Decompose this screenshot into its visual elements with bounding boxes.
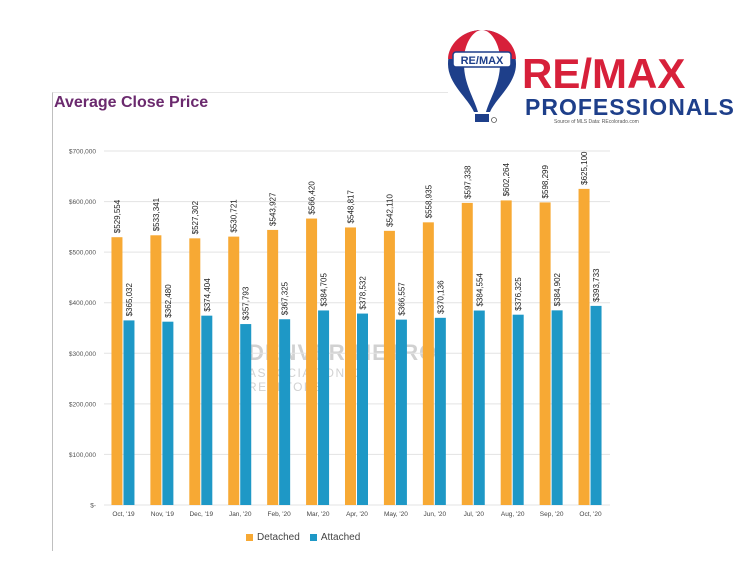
x-tick-label: Sep, '20 <box>540 511 564 518</box>
data-label-detached: $598,299 <box>541 165 550 199</box>
bar-attached <box>512 314 524 505</box>
bar-attached <box>201 315 213 505</box>
balloon-label: RE/MAX <box>461 55 504 67</box>
x-tick-label: Aug, '20 <box>501 511 525 518</box>
legend-swatch-detached <box>246 533 253 541</box>
bar-detached <box>150 235 162 505</box>
legend-swatch-attached <box>309 533 317 541</box>
bar-attached <box>318 310 330 505</box>
y-tick-label: $100,000 <box>69 452 96 459</box>
data-label-attached: $384,554 <box>475 273 484 307</box>
balloon-icon: RE/MAX <box>448 30 516 123</box>
remax-logo: RE/MAX RE/MAX PROFESSIONALS Source of ML… <box>444 26 734 130</box>
bar-attached <box>162 321 174 505</box>
logo-wordmark: RE/MAX <box>522 50 686 97</box>
x-tick-label: Oct, '20 <box>579 511 602 518</box>
y-tick-label: $700,000 <box>69 149 96 156</box>
bar-attached <box>357 313 368 505</box>
bar-attached <box>279 319 291 505</box>
x-tick-label: Jul, '20 <box>464 511 485 518</box>
y-tick-label: $- <box>90 503 96 510</box>
x-tick-label: Jan, '20 <box>229 511 252 518</box>
data-label-attached: $362,480 <box>164 284 173 318</box>
data-label-attached: $378,532 <box>359 276 368 310</box>
bar-detached <box>500 200 512 505</box>
data-label-detached: $625,100 <box>580 151 589 185</box>
bar-detached <box>422 222 434 505</box>
data-label-detached: $527,302 <box>191 200 200 234</box>
source-note: Source of MLS Data: REcolorado.com <box>554 119 639 125</box>
bar-detached <box>383 230 395 505</box>
data-label-detached: $566,420 <box>308 181 317 215</box>
legend: Detached Attached <box>246 530 360 544</box>
logo-subtitle: PROFESSIONALS <box>525 94 735 120</box>
x-tick-label: May, '20 <box>384 511 408 518</box>
bar-detached <box>111 237 123 506</box>
y-tick-label: $300,000 <box>69 351 96 358</box>
data-label-detached: $530,721 <box>230 199 239 233</box>
bar-detached <box>345 227 356 506</box>
legend-label-detached: Detached <box>257 531 300 543</box>
data-label-attached: $374,404 <box>203 278 212 312</box>
bar-detached <box>267 229 279 505</box>
y-tick-label: $500,000 <box>69 250 96 257</box>
y-tick-label: $200,000 <box>69 401 96 408</box>
x-tick-label: Dec, '19 <box>189 511 213 518</box>
data-label-attached: $365,032 <box>125 282 134 316</box>
legend-item-attached: Attached <box>309 531 361 543</box>
data-label-detached: $548,817 <box>347 190 356 224</box>
data-label-attached: $384,902 <box>553 272 562 306</box>
bar-attached <box>590 305 602 505</box>
bar-detached <box>461 202 473 505</box>
data-label-detached: $558,935 <box>424 184 433 218</box>
x-tick-label: Feb, '20 <box>268 511 292 518</box>
data-label-detached: $543,927 <box>269 192 278 226</box>
data-label-detached: $602,264 <box>502 163 511 197</box>
bar-detached <box>228 236 240 505</box>
chart-frame <box>52 92 448 551</box>
legend-label-attached: Attached <box>320 531 361 543</box>
x-tick-label: Mar, '20 <box>307 511 330 518</box>
bar-attached <box>395 319 407 505</box>
bar-detached <box>306 218 318 505</box>
data-label-attached: $393,733 <box>592 268 601 302</box>
y-tick-label: $400,000 <box>69 300 96 307</box>
bar-attached <box>434 317 446 505</box>
y-tick-label: $600,000 <box>69 199 96 206</box>
data-label-detached: $529,554 <box>113 199 122 233</box>
data-label-attached: $366,557 <box>397 282 406 316</box>
bar-attached <box>240 324 252 505</box>
data-label-attached: $376,325 <box>514 277 523 311</box>
bar-detached <box>539 202 551 506</box>
x-tick-label: Oct, '19 <box>112 511 135 518</box>
data-label-attached: $384,705 <box>320 273 329 307</box>
x-tick-label: Nov, '19 <box>151 511 175 518</box>
legend-item-detached: Detached <box>246 532 300 543</box>
data-label-attached: $357,793 <box>242 286 251 320</box>
data-label-detached: $533,341 <box>152 197 161 231</box>
x-tick-label: Jun, '20 <box>424 511 447 518</box>
bar-attached <box>123 320 135 505</box>
data-label-attached: $367,325 <box>281 281 290 315</box>
data-label-detached: $542,110 <box>385 194 394 227</box>
data-label-detached: $597,338 <box>463 165 472 199</box>
bar-detached <box>189 238 201 505</box>
x-tick-label: Apr, '20 <box>346 511 368 518</box>
bar-detached <box>578 188 590 506</box>
bar-attached <box>473 310 485 505</box>
chart-title: Average Close Price <box>54 94 209 111</box>
data-label-attached: $370,136 <box>436 280 445 314</box>
bar-attached <box>551 310 563 505</box>
